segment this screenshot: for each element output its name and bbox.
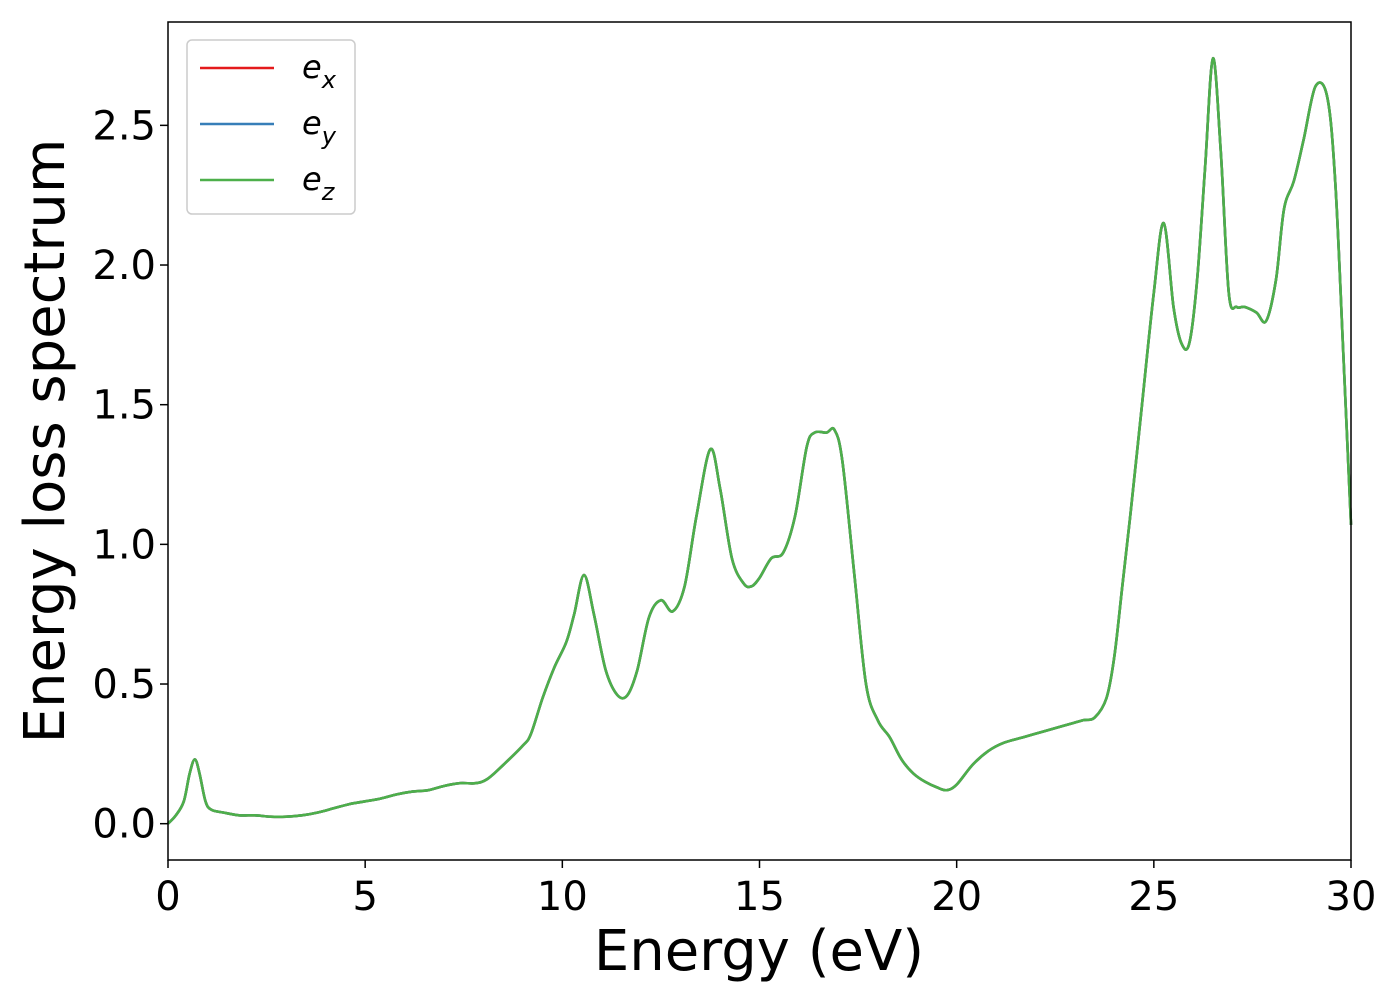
series-layer xyxy=(167,56,1353,825)
x-tick-label: 20 xyxy=(931,874,982,920)
x-tick-label: 15 xyxy=(734,874,785,920)
x-tick-label: 30 xyxy=(1326,874,1377,920)
x-tick-label: 0 xyxy=(155,874,180,920)
y-tick-label: 0.5 xyxy=(92,662,156,708)
series-line-e-z xyxy=(167,56,1353,825)
x-axis: 0 5 10 15 20 25 30 xyxy=(155,860,1376,920)
x-tick-label: 25 xyxy=(1128,874,1179,920)
y-axis-title: Energy loss spectrum xyxy=(13,139,78,744)
y-tick-label: 2.5 xyxy=(92,103,156,149)
x-axis-title: Energy (eV) xyxy=(594,919,924,984)
x-tick-label: 5 xyxy=(352,874,377,920)
y-tick-label: 1.5 xyxy=(92,383,156,429)
y-tick-label: 1.0 xyxy=(92,522,156,568)
x-tick-label: 10 xyxy=(537,874,588,920)
y-tick-label: 0.0 xyxy=(92,802,156,848)
y-tick-label: 2.0 xyxy=(92,243,156,289)
legend-box xyxy=(186,39,356,215)
y-axis: 0.0 0.5 1.0 1.5 2.0 2.5 xyxy=(92,103,168,848)
